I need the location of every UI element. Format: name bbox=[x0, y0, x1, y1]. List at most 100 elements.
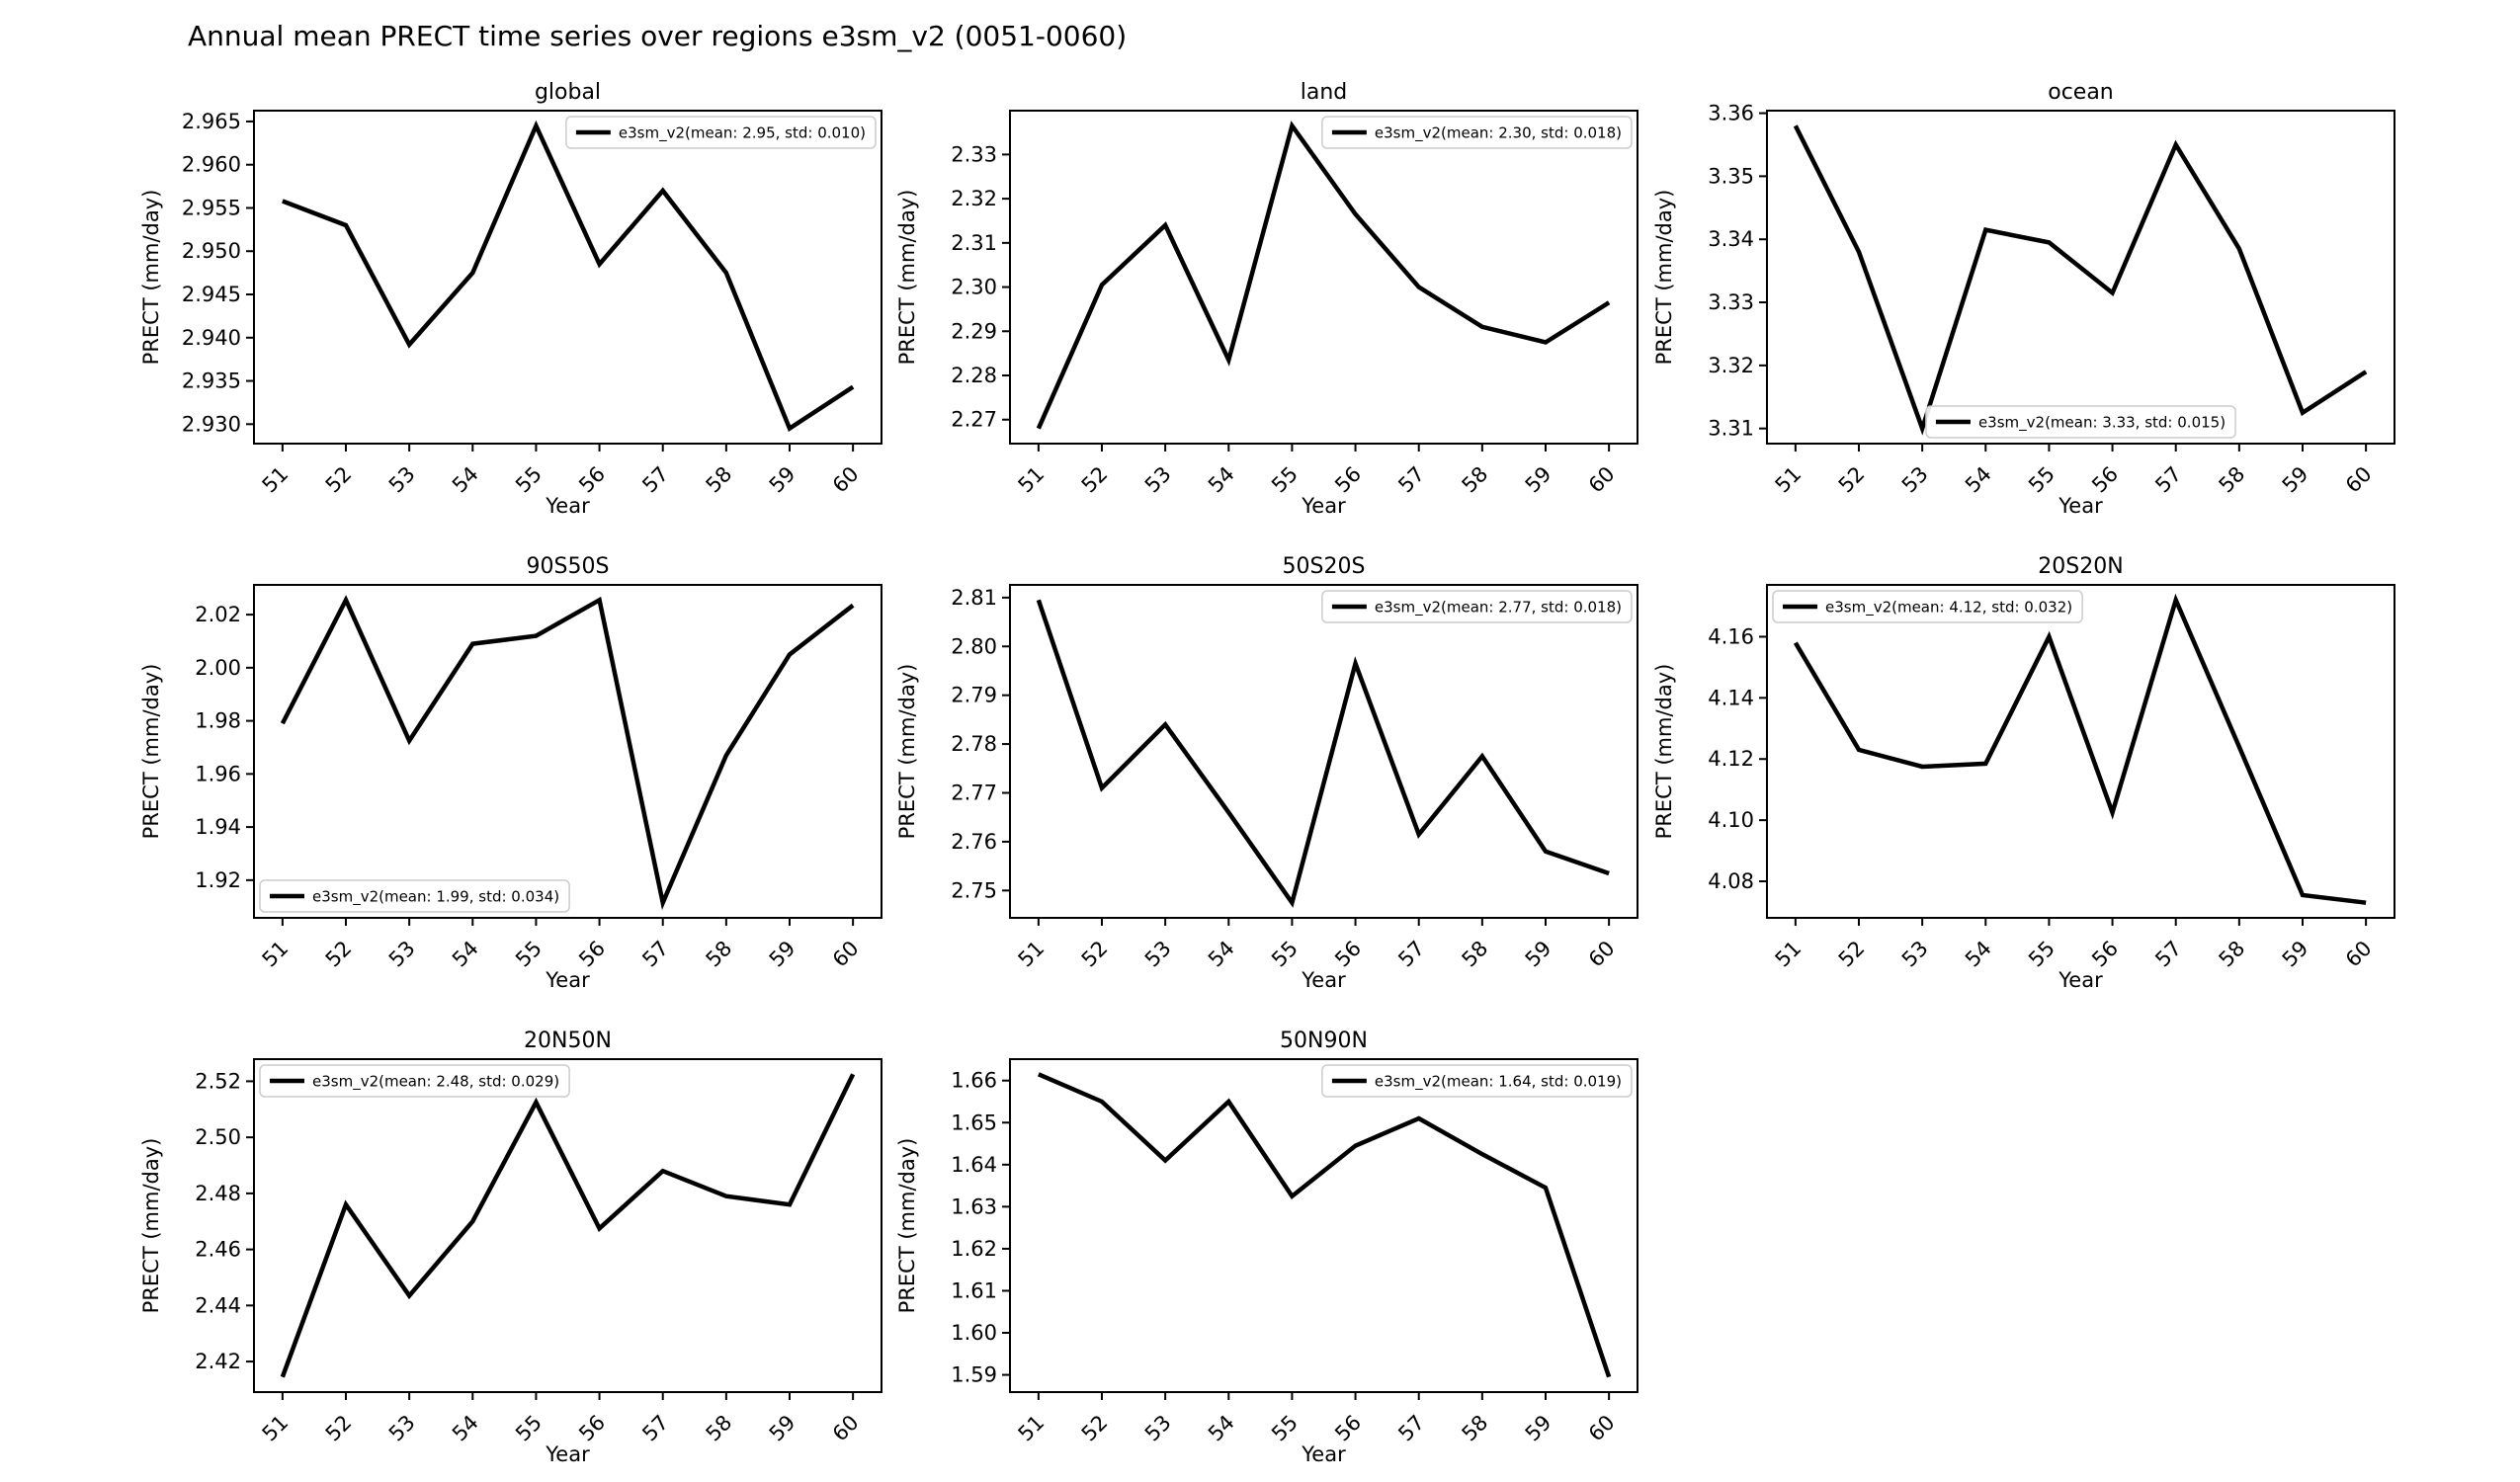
x-tick-label: 58 bbox=[702, 462, 737, 498]
x-tick-label: 57 bbox=[2150, 462, 2186, 498]
subplot-title: ocean bbox=[2048, 80, 2114, 105]
x-tick-label: 59 bbox=[765, 937, 800, 972]
subplot-20S20N: 20S20N 4.08 4.10 4.12 4.14 4.16 51 52 53 54 55 56 57… bbox=[1652, 554, 2395, 992]
x-tick-label: 58 bbox=[2215, 462, 2250, 498]
x-tick-label: 59 bbox=[1521, 937, 1556, 972]
y-tick-label: 1.61 bbox=[951, 1278, 997, 1302]
x-tick-label: 52 bbox=[321, 462, 357, 498]
axes-frame bbox=[1766, 584, 2395, 919]
x-tick-label: 54 bbox=[1961, 937, 1996, 972]
legend: e3sm_v2(mean: 3.33, std: 0.015) bbox=[1925, 405, 2236, 439]
x-axis-label: Year bbox=[545, 494, 590, 518]
y-tick-label: 2.28 bbox=[951, 364, 997, 387]
y-tick-label: 2.79 bbox=[951, 684, 997, 707]
x-tick-label: 60 bbox=[1584, 937, 1620, 972]
x-tick-label: 51 bbox=[1771, 937, 1806, 972]
y-tick-label: 2.52 bbox=[195, 1069, 241, 1093]
x-tick-label: 56 bbox=[574, 937, 610, 972]
x-tick-label: 59 bbox=[1521, 1411, 1556, 1446]
x-tick-label: 59 bbox=[2278, 462, 2313, 498]
legend-label: e3sm_v2(mean: 3.33, std: 0.015) bbox=[1978, 414, 2226, 433]
x-tick-label: 55 bbox=[511, 937, 546, 972]
y-tick-label: 2.27 bbox=[951, 408, 997, 432]
subplot-title: 20N50N bbox=[524, 1029, 612, 1053]
data-line-e3sm_v2 bbox=[280, 595, 855, 911]
data-line-e3sm_v2 bbox=[1793, 124, 2368, 436]
x-tick-label: 55 bbox=[2024, 462, 2059, 498]
x-tick-label: 59 bbox=[765, 1411, 800, 1446]
y-tick-label: 2.75 bbox=[951, 878, 997, 902]
x-tick-label: 55 bbox=[1267, 937, 1302, 972]
subplot-50S20S: 50S20S 2.75 2.76 2.77 2.78 2.79 2.80 2.81 51 52 53… bbox=[895, 554, 1638, 992]
subplot-ocean: ocean 3.31 3.32 3.33 3.34 3.35 3.36 51 52 53 54 55 5… bbox=[1652, 80, 2395, 518]
x-tick-label: 54 bbox=[448, 937, 483, 972]
x-axis-label: Year bbox=[545, 1442, 590, 1466]
x-tick-label: 55 bbox=[2024, 937, 2059, 972]
axes-frame bbox=[1766, 110, 2395, 445]
subplot-global: global 2.930 2.935 2.940 2.945 2.950 2.955 2.96… bbox=[139, 80, 882, 518]
x-tick-label: 51 bbox=[258, 1411, 294, 1446]
y-tick-label: 2.33 bbox=[951, 142, 997, 166]
legend-label: e3sm_v2(mean: 1.64, std: 0.019) bbox=[1375, 1073, 1622, 1092]
x-tick-label: 54 bbox=[1204, 937, 1239, 972]
y-tick-label: 2.940 bbox=[182, 326, 241, 350]
x-tick-label: 57 bbox=[2150, 937, 2186, 972]
subplot-title: land bbox=[1301, 80, 1348, 105]
legend-label: e3sm_v2(mean: 4.12, std: 0.032) bbox=[1825, 599, 2072, 618]
y-tick-label: 2.945 bbox=[182, 283, 241, 306]
x-tick-label: 60 bbox=[2341, 462, 2377, 498]
y-axis-label: PRECT (mm/day) bbox=[1652, 190, 1676, 366]
subplot-90S50S: 90S50S 1.92 1.94 1.96 1.98 2.00 2.02 51 52 53 54 55… bbox=[139, 554, 882, 992]
legend-label: e3sm_v2(mean: 1.99, std: 0.034) bbox=[312, 888, 559, 907]
legend-label: e3sm_v2(mean: 2.95, std: 0.010) bbox=[619, 124, 866, 143]
y-tick-label: 2.00 bbox=[195, 656, 241, 680]
legend: e3sm_v2(mean: 2.95, std: 0.010) bbox=[565, 116, 877, 149]
y-tick-label: 2.50 bbox=[195, 1125, 241, 1149]
y-axis-label: PRECT (mm/day) bbox=[895, 190, 919, 366]
axes-frame bbox=[253, 584, 882, 919]
y-tick-label: 2.29 bbox=[951, 319, 997, 343]
y-tick-label: 2.80 bbox=[951, 634, 997, 658]
x-tick-label: 56 bbox=[574, 462, 610, 498]
x-tick-label: 51 bbox=[1014, 1411, 1050, 1446]
x-tick-label: 60 bbox=[2341, 937, 2377, 972]
y-axis-label: PRECT (mm/day) bbox=[139, 664, 163, 840]
x-tick-label: 57 bbox=[1393, 937, 1429, 972]
subplot-title: global bbox=[535, 80, 601, 105]
subplot-title: 50N90N bbox=[1280, 1029, 1368, 1053]
figure-suptitle: Annual mean PRECT time series over regio… bbox=[188, 20, 1128, 52]
y-tick-label: 1.94 bbox=[195, 815, 241, 839]
x-tick-label: 60 bbox=[828, 462, 864, 498]
y-tick-label: 1.59 bbox=[951, 1363, 997, 1387]
y-tick-label: 2.30 bbox=[951, 276, 997, 299]
x-tick-label: 55 bbox=[511, 462, 546, 498]
y-tick-label: 2.77 bbox=[951, 782, 997, 805]
y-tick-label: 3.31 bbox=[1708, 417, 1754, 441]
axes-frame bbox=[1009, 110, 1638, 445]
y-axis-label: PRECT (mm/day) bbox=[139, 190, 163, 366]
axes-frame bbox=[1009, 1058, 1638, 1393]
x-axis-label: Year bbox=[2058, 494, 2103, 518]
y-tick-label: 2.930 bbox=[182, 412, 241, 436]
x-tick-label: 53 bbox=[384, 462, 420, 498]
y-tick-label: 2.46 bbox=[195, 1238, 241, 1262]
x-tick-label: 51 bbox=[1014, 937, 1050, 972]
legend-box bbox=[259, 879, 570, 913]
x-tick-label: 57 bbox=[1393, 1411, 1429, 1446]
legend-box bbox=[1321, 1064, 1633, 1098]
y-tick-label: 3.32 bbox=[1708, 354, 1754, 377]
data-line-e3sm_v2 bbox=[280, 1073, 856, 1378]
y-tick-label: 2.78 bbox=[951, 732, 997, 756]
x-tick-label: 59 bbox=[1521, 462, 1556, 498]
x-axis-label: Year bbox=[1301, 1442, 1346, 1466]
x-tick-label: 52 bbox=[1077, 937, 1113, 972]
y-axis-label: PRECT (mm/day) bbox=[139, 1138, 163, 1314]
y-tick-label: 2.960 bbox=[182, 153, 241, 177]
y-tick-label: 1.98 bbox=[195, 709, 241, 733]
legend: e3sm_v2(mean: 2.77, std: 0.018) bbox=[1321, 590, 1633, 623]
y-axis-label: PRECT (mm/day) bbox=[895, 1138, 919, 1314]
x-tick-label: 53 bbox=[1140, 1411, 1176, 1446]
legend-label: e3sm_v2(mean: 2.30, std: 0.018) bbox=[1375, 124, 1622, 143]
